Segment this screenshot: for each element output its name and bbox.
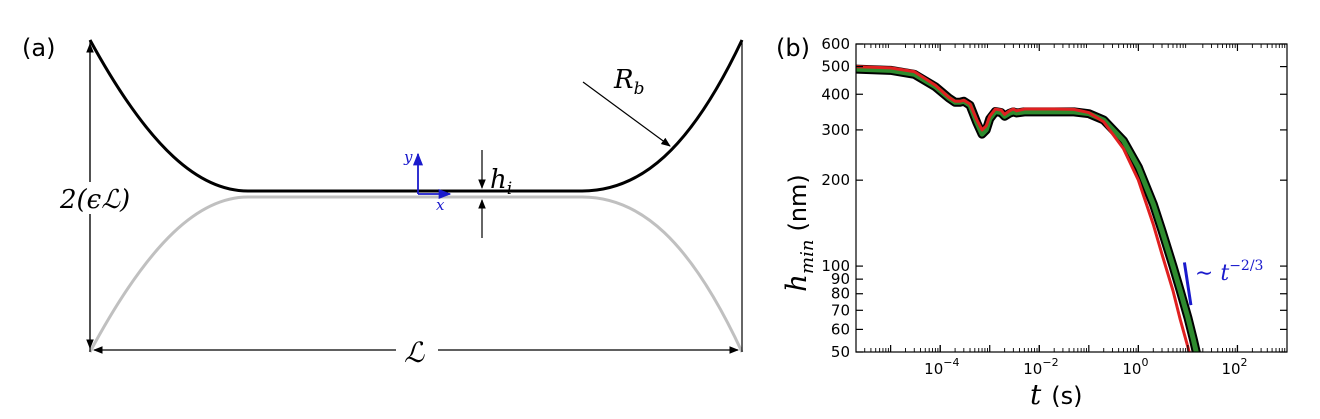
radius-label: Rb xyxy=(613,65,644,99)
series-line-0 xyxy=(856,65,1191,352)
panel-a: (a) 2(ϵℒ) ℒ hi Rb y x xyxy=(22,34,744,369)
plot-frame xyxy=(855,43,1288,353)
y-tick-label: 50 xyxy=(831,343,850,361)
slope-annotation-label: ∼ t−2/3 xyxy=(1195,258,1264,286)
x-tick-label: 10−4 xyxy=(924,356,959,378)
x-tick-label: 10−2 xyxy=(1023,356,1058,378)
y-tick-label: 70 xyxy=(831,301,850,319)
panel-b-label: (b) xyxy=(776,34,810,62)
y-axis-label: y xyxy=(403,148,413,166)
y-tick-label: 200 xyxy=(821,171,850,189)
series-layer xyxy=(856,64,1201,352)
tick-layer: 10−4 10−2 100 10250607080901002003004005006… xyxy=(821,35,1287,378)
height-label: 2(ϵℒ) xyxy=(59,185,130,215)
top-profile-curve xyxy=(88,39,744,193)
y-tick-label: 80 xyxy=(831,285,850,303)
y-tick-label: 90 xyxy=(831,270,850,288)
y-tick-label: 600 xyxy=(821,35,850,53)
film-thickness-label: hi xyxy=(490,165,512,199)
y-tick-label: 300 xyxy=(821,121,850,139)
x-tick-label: 100 xyxy=(1122,356,1148,378)
x-axis-title: t (s) xyxy=(1030,378,1083,411)
x-tick-label: 102 xyxy=(1221,356,1247,378)
y-tick-label: 400 xyxy=(821,85,850,103)
series-line-2 xyxy=(856,66,1199,352)
slope-indicator-line xyxy=(1182,262,1193,306)
y-tick-label: 60 xyxy=(831,320,850,338)
y-tick-label: 100 xyxy=(821,257,850,275)
radius-arrow xyxy=(582,81,671,147)
annotation-layer: ∼ t−2/3 xyxy=(1182,258,1264,306)
length-label: ℒ xyxy=(404,336,425,369)
panel-a-label: (a) xyxy=(22,34,55,62)
x-axis-label: x xyxy=(436,196,445,214)
panel-b: (b) ∼ t−2/3 10−4 10−2 100 10250607080901002… xyxy=(776,34,1288,411)
y-tick-label: 500 xyxy=(821,58,850,76)
y-axis-title: hmin(nm) xyxy=(780,174,818,292)
bottom-profile-curve xyxy=(88,195,744,353)
